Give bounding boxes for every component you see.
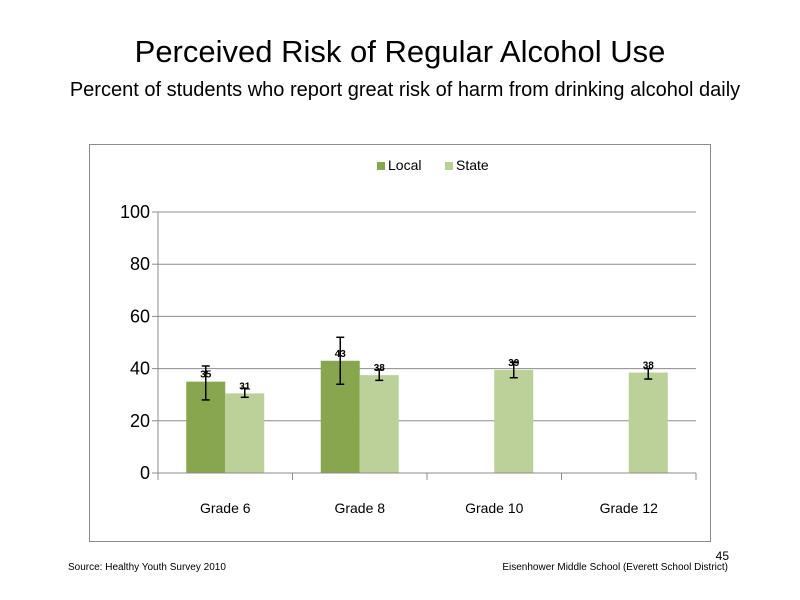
y-tick-label: 60 [130,306,150,326]
data-label: 31 [239,381,251,392]
chart-frame: 0 20 40 60 80 100 35 31 Grade 6 43 38 Grade 8 39 Grad… [89,144,711,542]
school-name: Eisenhower Middle School (Everett School… [502,562,728,573]
data-label: 35 [200,370,212,381]
data-label: 38 [374,363,386,374]
bar-state [225,393,265,473]
bar-state [494,369,534,473]
legend-swatch-local [377,162,385,170]
bar-chart: 0 20 40 60 80 100 35 31 Grade 6 43 38 Grade 8 39 Grad… [120,157,697,516]
y-tick-label: 100 [120,202,150,222]
data-label: 39 [508,358,520,369]
legend-swatch-state [445,162,453,170]
data-label: 38 [643,361,655,372]
legend-label: State [456,157,489,173]
source-note: Source: Healthy Youth Survey 2010 [68,562,226,573]
chart-subtitle: Percent of students who report great ris… [69,79,741,101]
x-tick-label: Grade 8 [334,500,385,516]
data-label: 43 [335,349,347,360]
page-number: 45 [715,549,729,563]
y-tick-label: 80 [130,254,150,274]
x-tick-label: Grade 10 [465,500,524,516]
x-tick-label: Grade 6 [200,500,251,516]
x-tick-label: Grade 12 [600,500,659,516]
bar-state [359,375,399,473]
bar-state [628,372,668,473]
y-tick-label: 0 [140,463,150,483]
y-tick-label: 20 [130,411,150,431]
y-tick-label: 40 [130,359,150,379]
chart-title: Perceived Risk of Regular Alcohol Use [134,34,666,69]
legend-label: Local [388,157,421,173]
